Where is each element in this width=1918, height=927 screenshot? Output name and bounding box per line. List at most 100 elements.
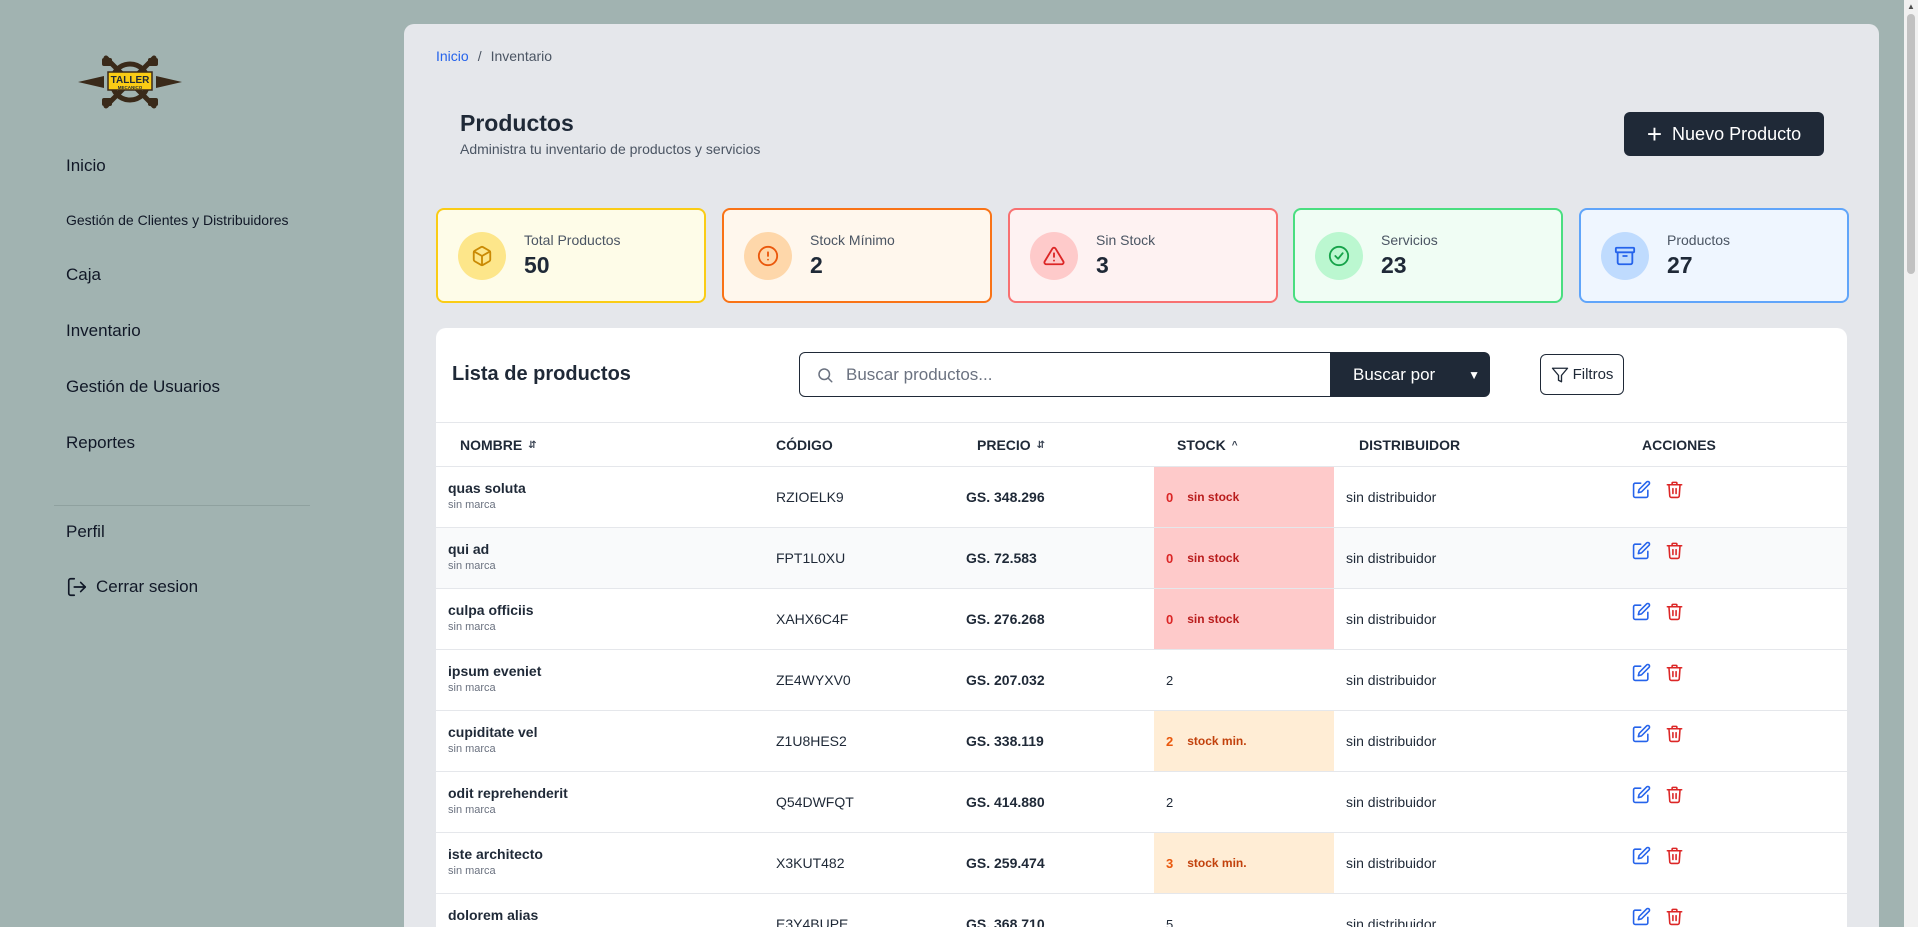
product-price: GS. 207.032 (966, 672, 1045, 688)
product-stock-cell: 0 sin stock (1154, 467, 1334, 527)
breadcrumb-current: Inventario (490, 48, 553, 64)
scroll-up-arrow-icon[interactable]: ▲ (1907, 2, 1915, 11)
row-actions (1632, 724, 1684, 743)
product-distributor: sin distribuidor (1346, 794, 1437, 810)
product-brand: sin marca (448, 560, 496, 572)
stock-status-tag: sin stock (1187, 551, 1240, 565)
sidebar-item-perfil[interactable]: Perfil (66, 522, 105, 541)
product-name-cell: dolorem aliassin marca (448, 907, 538, 927)
product-name-cell: culpa officiis sin marca (448, 602, 534, 633)
check-circle-icon (1315, 231, 1363, 280)
product-stock-cell: 0 sin stock (1154, 528, 1334, 588)
table-row: dolorem aliassin marca E3Y4BUPE GS. 368.71… (436, 894, 1847, 927)
stat-card-stock-minimo: Stock Mínimo 2 (722, 208, 992, 303)
plus-icon: + (1646, 119, 1663, 149)
product-code: Z1U8HES2 (776, 733, 847, 749)
chevron-down-icon: ▼ (1468, 367, 1480, 382)
sidebar-item-usuarios[interactable]: Gestión de Usuarios (66, 377, 221, 396)
product-price: GS. 276.268 (966, 611, 1045, 627)
stat-card-total-productos: Total Productos 50 (436, 208, 706, 303)
column-header-stock[interactable]: STOCK ^ (1177, 437, 1238, 453)
product-name-cell: qui ad sin marca (448, 541, 496, 572)
sidebar-item-inicio[interactable]: Inicio (66, 156, 106, 175)
product-code: RZIOELK9 (776, 489, 844, 505)
sidebar-item-reportes[interactable]: Reportes (66, 433, 135, 452)
stat-value: 50 (524, 252, 550, 278)
product-code: E3Y4BUPE (776, 916, 849, 927)
archive-icon (1601, 231, 1649, 280)
column-header-nombre[interactable]: NOMBRE ⇵ (460, 437, 537, 453)
product-distributor: sin distribuidor (1346, 916, 1437, 927)
product-stock-cell: 3 stock min. (1154, 833, 1334, 893)
table-row: culpa officiis sin marca XAHX6C4F GS. 276.2… (436, 589, 1847, 650)
column-header-distribuidor: DISTRIBUIDOR (1359, 437, 1461, 453)
delete-icon[interactable] (1665, 541, 1684, 560)
table-row: cupiditate vel sin marca Z1U8HES2 GS. 338.1… (436, 711, 1847, 772)
delete-icon[interactable] (1665, 785, 1684, 804)
product-stock-qty: 0 (1166, 550, 1174, 566)
row-actions (1632, 663, 1684, 682)
sidebar-item-inventario[interactable]: Inventario (66, 321, 141, 340)
edit-icon[interactable] (1632, 541, 1651, 560)
product-name-cell: ipsum eveniet sin marca (448, 663, 541, 694)
product-stock-cell: 5 (1154, 894, 1334, 927)
column-header-acciones: ACCIONES (1642, 437, 1716, 453)
product-distributor: sin distribuidor (1346, 672, 1437, 688)
table-row: odit reprehenderit sin marca Q54DWFQT GS. 4… (436, 772, 1847, 833)
filters-label: Filtros (1572, 366, 1614, 383)
search-box[interactable] (799, 352, 1331, 397)
product-price: GS. 414.880 (966, 794, 1045, 810)
edit-icon[interactable] (1632, 724, 1651, 743)
stat-card-productos: Productos 27 (1579, 208, 1849, 303)
product-brand: sin marca (448, 499, 496, 511)
filters-button[interactable]: Filtros (1540, 354, 1624, 395)
product-brand: sin marca (448, 621, 496, 633)
product-code: XAHX6C4F (776, 611, 849, 627)
sidebar-item-caja[interactable]: Caja (66, 265, 101, 284)
product-name: cupiditate vel (448, 724, 538, 740)
table-header: NOMBRE ⇵ CÓDIGO PRECIO ⇵ STOCK ^ DISTRIBUID… (436, 422, 1847, 467)
scroll-thumb[interactable] (1907, 14, 1915, 274)
filter-icon (1551, 367, 1568, 382)
product-distributor: sin distribuidor (1346, 855, 1437, 871)
column-header-precio[interactable]: PRECIO ⇵ (977, 437, 1046, 453)
edit-icon[interactable] (1632, 846, 1651, 865)
delete-icon[interactable] (1665, 907, 1684, 926)
logout-button[interactable]: Cerrar sesion (66, 576, 198, 598)
breadcrumb-home-link[interactable]: Inicio (436, 48, 469, 64)
product-price: GS. 72.583 (966, 550, 1037, 566)
stock-status-tag: stock min. (1187, 734, 1247, 748)
delete-icon[interactable] (1665, 663, 1684, 682)
product-stock-qty: 0 (1166, 611, 1174, 627)
edit-icon[interactable] (1632, 907, 1651, 926)
edit-icon[interactable] (1632, 480, 1651, 499)
delete-icon[interactable] (1665, 846, 1684, 865)
edit-icon[interactable] (1632, 785, 1651, 804)
sidebar-item-clientes-distribuidores[interactable]: Gestión de Clientes y Distribuidores (66, 212, 289, 228)
stat-card-sin-stock: Sin Stock 3 (1008, 208, 1278, 303)
product-code: ZE4WYXV0 (776, 672, 851, 688)
product-code: FPT1L0XU (776, 550, 846, 566)
delete-icon[interactable] (1665, 724, 1684, 743)
new-product-button[interactable]: + Nuevo Producto (1624, 112, 1824, 156)
product-stock-qty: 0 (1166, 489, 1174, 505)
product-stock-cell: 2 stock min. (1154, 711, 1334, 771)
search-input[interactable] (846, 364, 1286, 385)
edit-icon[interactable] (1632, 602, 1651, 621)
logout-icon (67, 577, 87, 597)
stat-label: Productos (1667, 232, 1731, 248)
sort-icon: ⇵ (528, 439, 537, 451)
delete-icon[interactable] (1665, 480, 1684, 499)
column-header-codigo: CÓDIGO (776, 437, 833, 453)
product-stock-cell: 0 sin stock (1154, 589, 1334, 649)
delete-icon[interactable] (1665, 602, 1684, 621)
search-by-select[interactable]: Buscar por ▼ (1331, 352, 1490, 397)
product-stock-cell: 2 (1154, 650, 1334, 710)
edit-icon[interactable] (1632, 663, 1651, 682)
product-name-cell: odit reprehenderit sin marca (448, 785, 568, 816)
product-stock-cell: 2 (1154, 772, 1334, 832)
row-actions (1632, 846, 1684, 865)
page-scrollbar[interactable]: ▲ (1904, 0, 1918, 927)
search-by-label: Buscar por (1353, 364, 1436, 384)
taller-mecanico-logo[interactable]: TALLER MECANICO (76, 52, 184, 112)
